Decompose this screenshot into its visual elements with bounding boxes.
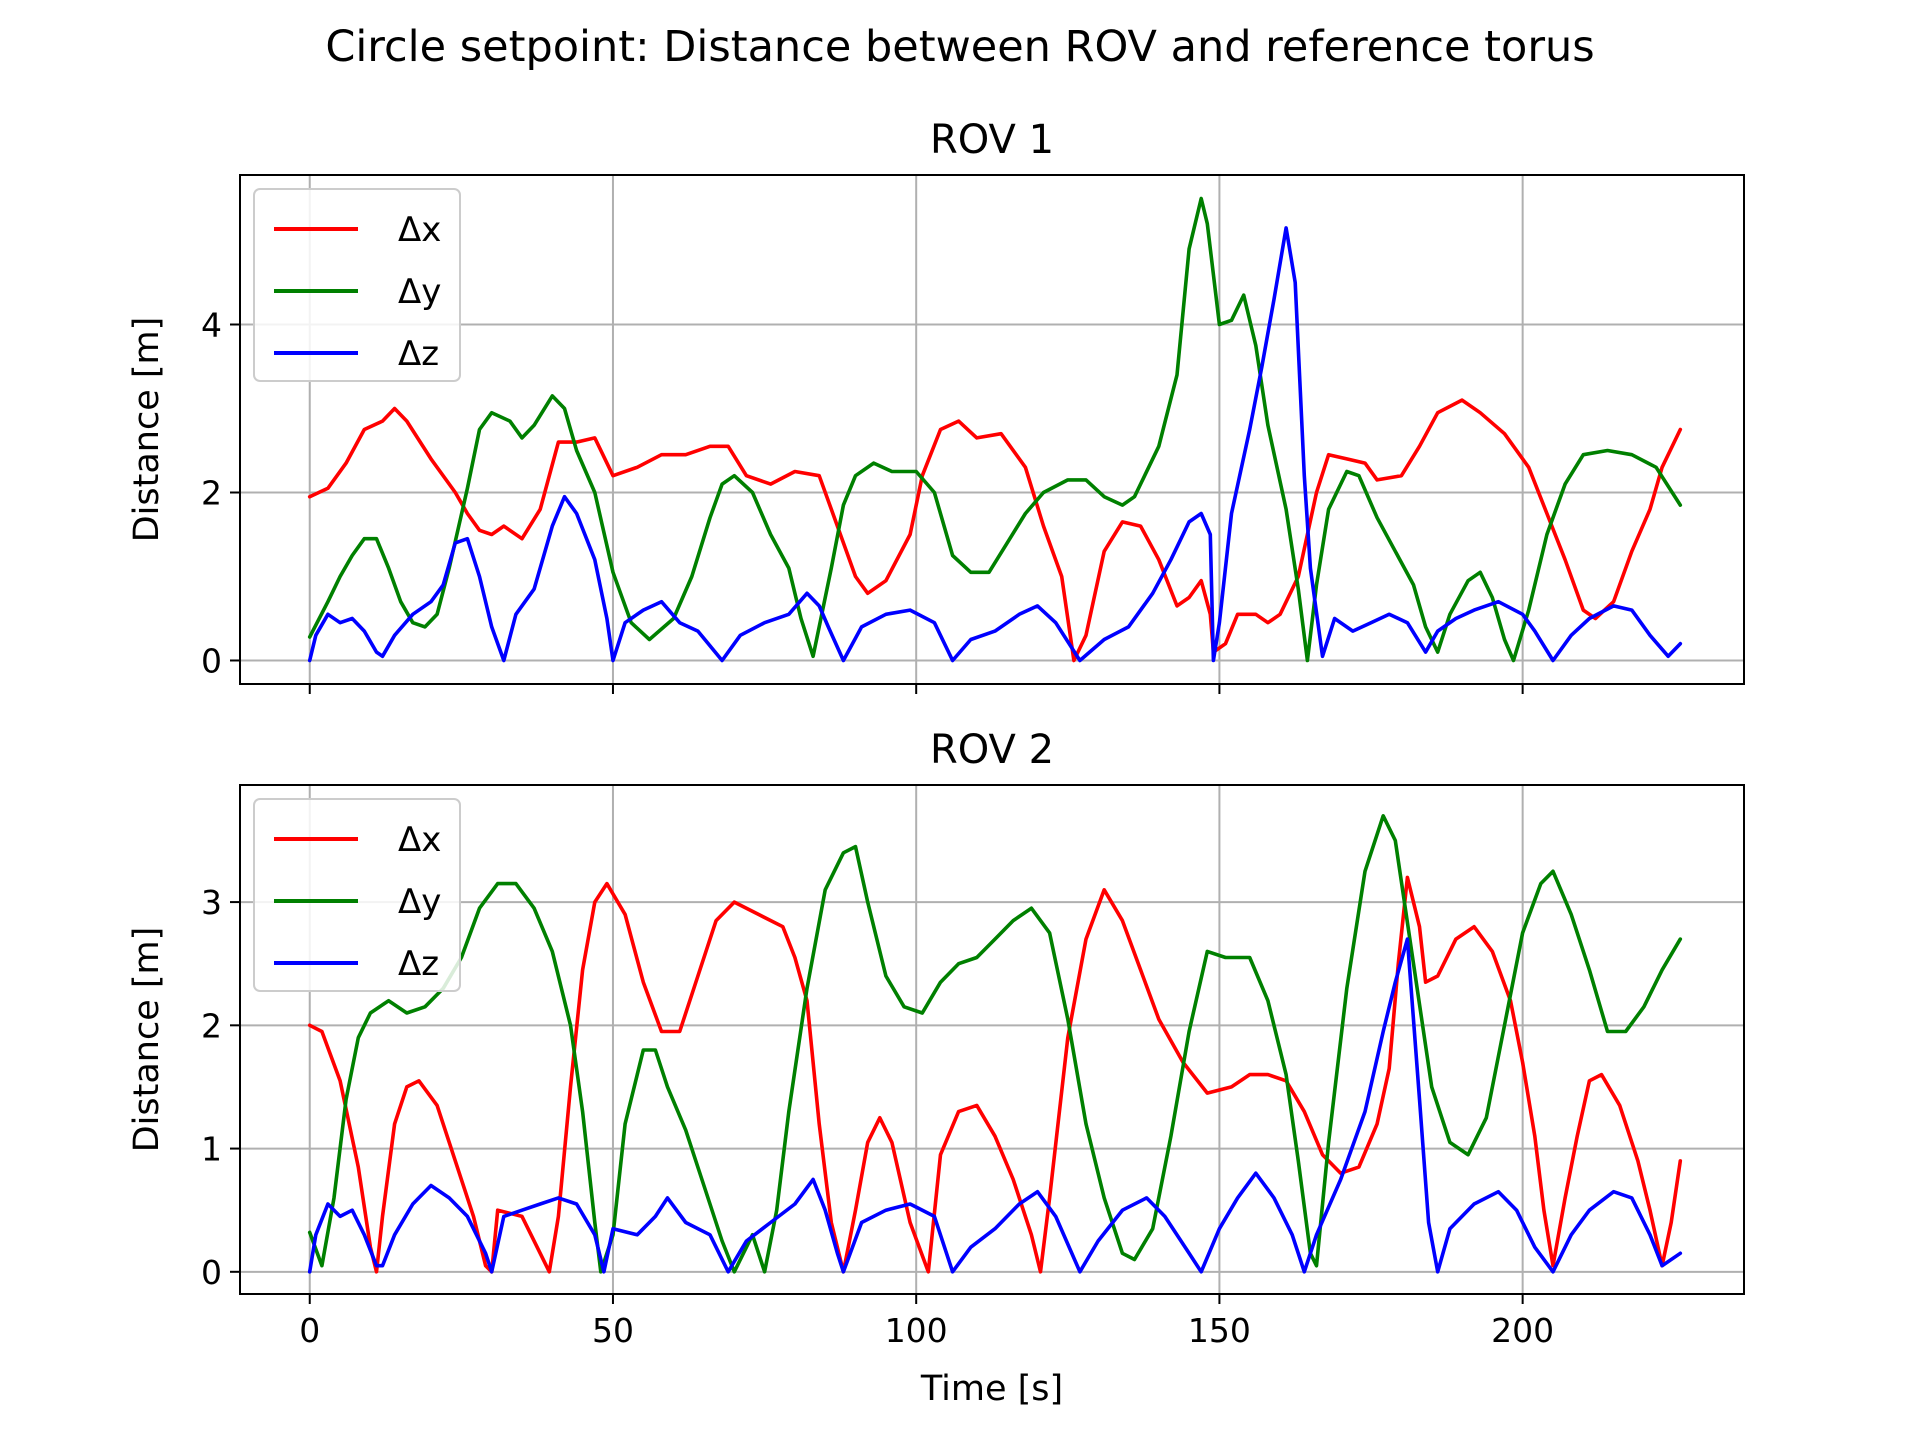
legend-box: [253, 798, 461, 992]
y-tick-label: 4: [201, 306, 222, 345]
series-line-dx: [307, 875, 1683, 1274]
series-line-dz: [307, 937, 1683, 1274]
series-group: [307, 814, 1683, 1274]
axes-frame: [239, 174, 1745, 685]
subplot-rov2: 0 50 100 150 200 0 1 2 3 ROV 2 Distance [m] Time [s…: [127, 727, 1745, 1409]
legend: Δx Δy Δz: [253, 798, 461, 992]
x-tick-label: 100: [885, 1311, 948, 1350]
y-axis-label: Distance [m]: [127, 317, 167, 543]
legend: Δx Δy Δz: [253, 188, 461, 382]
axes-frame: [239, 784, 1745, 1295]
legend-label-dy: Δy: [398, 272, 441, 312]
series-line-dy: [307, 196, 1683, 663]
y-tick-label: 2: [201, 1006, 222, 1045]
legend-label-dx: Δx: [398, 210, 441, 250]
y-tick-label: 0: [201, 1253, 222, 1292]
legend-box: [253, 188, 461, 382]
y-tick-label: 2: [201, 473, 222, 512]
y-axis-label: Distance [m]: [127, 927, 167, 1153]
y-tick-label: 1: [201, 1130, 222, 1169]
legend-label-dx: Δx: [398, 820, 441, 860]
series-line-dx: [307, 398, 1683, 663]
series-line-dy: [307, 814, 1683, 1274]
subplot-rov1: 0 2 4 ROV 1 Distance [m] Δx Δy Δz: [127, 117, 1745, 694]
legend-label-dy: Δy: [398, 882, 441, 922]
y-tick-label: 0: [201, 641, 222, 680]
x-tick-label: 200: [1491, 1311, 1554, 1350]
legend-label-dz: Δz: [398, 334, 439, 374]
figure-title: Circle setpoint: Distance between ROV an…: [325, 22, 1595, 72]
subplot-title: ROV 1: [930, 117, 1054, 163]
legend-label-dz: Δz: [398, 944, 439, 984]
series-group: [307, 196, 1683, 663]
x-tick-label: 0: [299, 1311, 320, 1350]
x-axis-label: Time [s]: [920, 1369, 1063, 1409]
y-tick-label: 3: [201, 883, 222, 922]
x-tick-label: 150: [1188, 1311, 1251, 1350]
x-tick-label: 50: [592, 1311, 634, 1350]
series-line-dz: [307, 226, 1683, 663]
subplot-title: ROV 2: [930, 727, 1054, 773]
